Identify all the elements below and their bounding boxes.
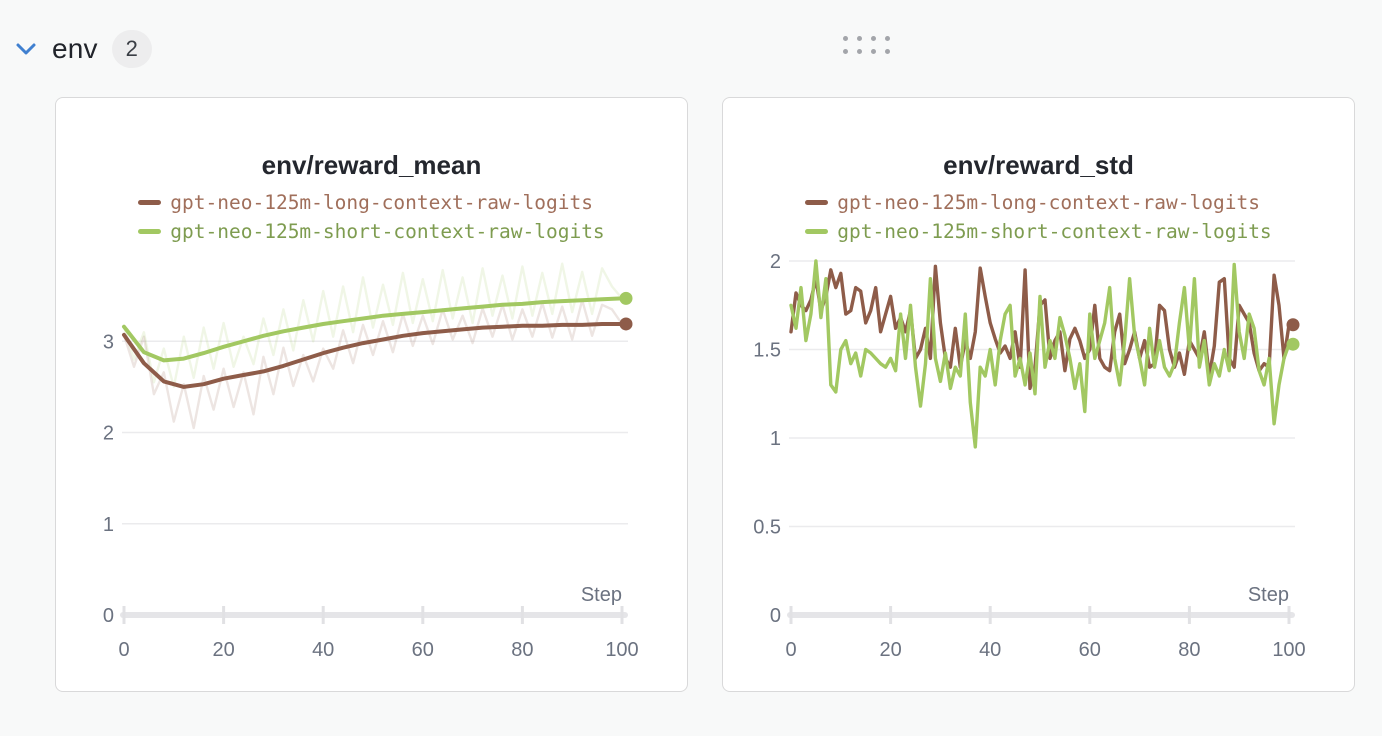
legend-item: gpt-neo-125m-long-context-raw-logits xyxy=(805,189,1271,216)
svg-text:1: 1 xyxy=(770,428,781,450)
svg-text:100: 100 xyxy=(605,639,638,661)
svg-text:40: 40 xyxy=(979,639,1001,661)
legend-label: gpt-neo-125m-long-context-raw-logits xyxy=(170,191,593,214)
panel-count-badge: 2 xyxy=(111,30,152,68)
svg-text:100: 100 xyxy=(1272,639,1305,661)
section-title[interactable]: env xyxy=(52,33,98,64)
svg-text:60: 60 xyxy=(412,639,434,661)
line-chart[interactable]: 0 1 2 3 0 20 40 60 80 100 Step xyxy=(56,98,687,691)
svg-text:Step: Step xyxy=(581,584,622,606)
svg-text:60: 60 xyxy=(1079,639,1101,661)
legend-swatch xyxy=(138,229,162,234)
chevron-down-icon[interactable] xyxy=(14,37,38,61)
svg-text:1.5: 1.5 xyxy=(753,340,781,362)
svg-text:80: 80 xyxy=(511,639,533,661)
legend-label: gpt-neo-125m-long-context-raw-logits xyxy=(837,191,1260,214)
legend-item: gpt-neo-125m-long-context-raw-logits xyxy=(138,189,604,216)
svg-text:80: 80 xyxy=(1178,639,1200,661)
chart-panel-reward-mean[interactable]: env/reward_mean gpt-neo-125m-long-contex… xyxy=(55,97,688,692)
legend-label: gpt-neo-125m-short-context-raw-logits xyxy=(837,220,1272,243)
legend-swatch xyxy=(805,229,829,234)
legend-item: gpt-neo-125m-short-context-raw-logits xyxy=(138,218,605,245)
chart-panel-reward-std[interactable]: env/reward_std gpt-neo-125m-long-context… xyxy=(722,97,1355,692)
drag-handle-icon[interactable] xyxy=(843,36,890,54)
svg-text:3: 3 xyxy=(103,331,114,353)
svg-text:0.5: 0.5 xyxy=(753,517,781,539)
legend-swatch xyxy=(805,200,829,205)
svg-text:1: 1 xyxy=(103,514,114,536)
svg-text:0: 0 xyxy=(103,605,114,627)
svg-text:2: 2 xyxy=(103,423,114,445)
section-header: env 2 xyxy=(14,30,152,68)
svg-text:20: 20 xyxy=(212,639,234,661)
chart-legend: gpt-neo-125m-long-context-raw-logits gpt… xyxy=(805,189,1272,245)
chart-title: env/reward_std xyxy=(943,150,1134,180)
chart-legend: gpt-neo-125m-long-context-raw-logits gpt… xyxy=(138,189,605,245)
legend-swatch xyxy=(138,200,162,205)
chart-title: env/reward_mean xyxy=(261,150,482,180)
svg-text:0: 0 xyxy=(118,639,129,661)
svg-text:0: 0 xyxy=(770,605,781,627)
legend-label: gpt-neo-125m-short-context-raw-logits xyxy=(170,220,605,243)
svg-text:0: 0 xyxy=(785,639,796,661)
svg-text:20: 20 xyxy=(879,639,901,661)
svg-text:2: 2 xyxy=(770,251,781,273)
svg-text:40: 40 xyxy=(312,639,334,661)
legend-item: gpt-neo-125m-short-context-raw-logits xyxy=(805,218,1272,245)
svg-text:Step: Step xyxy=(1248,584,1289,606)
